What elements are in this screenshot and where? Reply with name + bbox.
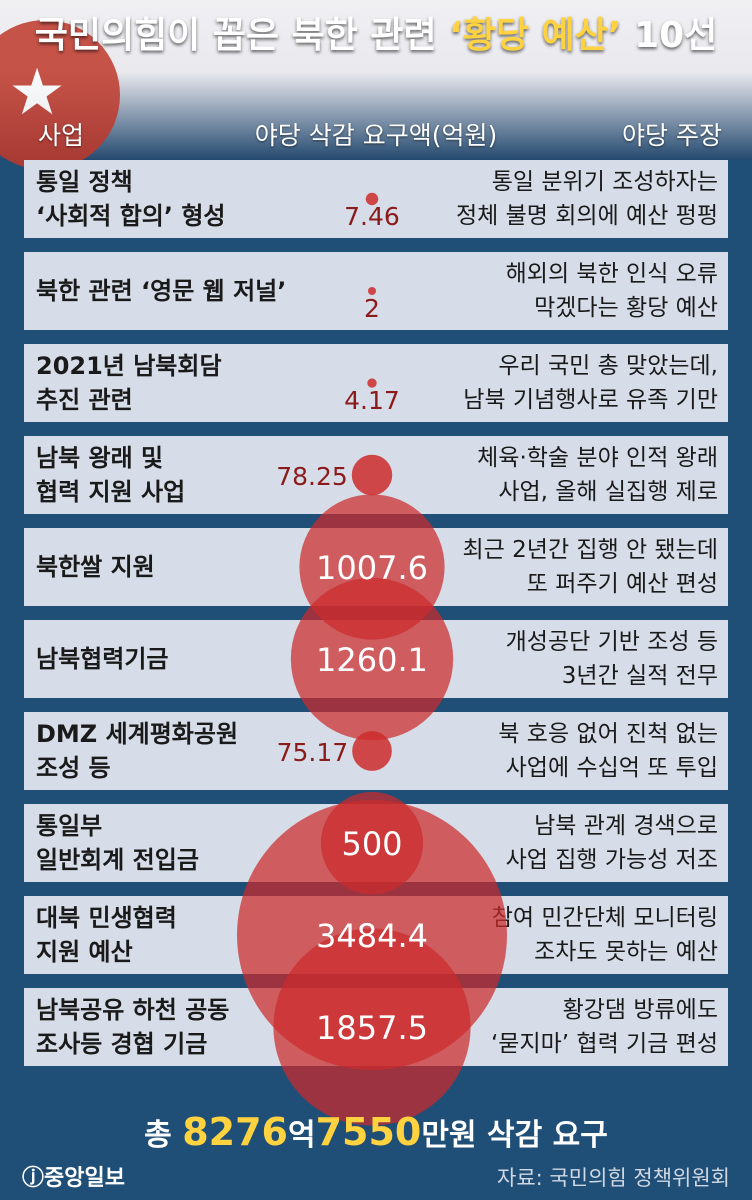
row-claim-text: 참여 민간단체 모니터링 조차도 못하는 예산: [491, 905, 718, 965]
row-claim-text: 황강댐 방류에도 ‘묻지마’ 협력 기금 편성: [491, 997, 718, 1057]
table-row: DMZ 세계평화공원 조성 등 북 호응 없어 진척 없는 사업에 수십억 또 투…: [24, 712, 728, 790]
row-claim-text: 남북 관계 경색으로 사업 집행 가능성 저조: [505, 813, 718, 873]
table-row: 북한쌀 지원 최근 2년간 집행 안 됐는데 또 퍼주기 예산 편성: [24, 528, 728, 606]
total-suffix: 삭감 요구: [476, 1118, 608, 1153]
row-project-name: 2021년 남북회담 추진 관련: [36, 352, 222, 414]
north-korea-flag-emblem: ★: [0, 20, 120, 170]
row-project-name: 북한 관련 ‘영문 웹 저널’: [36, 277, 287, 305]
row-claim-text: 체육·학술 분야 인적 왕래 사업, 올해 실집행 제로: [477, 445, 718, 505]
row-claim-text: 최근 2년간 집행 안 됐는데 또 퍼주기 예산 편성: [462, 537, 718, 597]
column-header-project: 사업: [38, 121, 85, 150]
row-project-name: 남북공유 하천 공동 조사등 경협 기금: [36, 996, 230, 1058]
table-row: 통일부 일반회계 전입금 남북 관계 경색으로 사업 집행 가능성 저조: [24, 804, 728, 882]
column-header-claim: 야당 주장: [622, 121, 722, 150]
table-row: 통일 정책 ‘사회적 합의’ 형성 통일 분위기 조성하자는 정체 불명 회의에 …: [24, 160, 728, 238]
publisher-logo: ⓙ중앙일보: [22, 1166, 125, 1191]
table-row: 2021년 남북회담 추진 관련 우리 국민 총 맞았는데, 남북 기념행사로 유…: [24, 344, 728, 422]
title-suffix: 10선: [621, 15, 718, 56]
total-amount-2: 7550: [315, 1110, 422, 1154]
total-prefix: 총: [144, 1118, 183, 1153]
total-unit-2: 만원: [421, 1118, 477, 1153]
header-band: [0, 0, 752, 160]
row-project-name: 통일 정책 ‘사회적 합의’ 형성: [36, 168, 226, 230]
table-row: 남북협력기금 개성공단 기반 조성 등 3년간 실적 전무: [24, 620, 728, 698]
source-note: 자료: 국민의힘 정책위원회: [497, 1166, 730, 1190]
row-claim-text: 통일 분위기 조성하자는 정체 불명 회의에 예산 펑펑: [455, 169, 718, 229]
row-claim-text: 개성공단 기반 조성 등 3년간 실적 전무: [505, 629, 718, 689]
row-project-name: DMZ 세계평화공원 조성 등: [36, 720, 239, 782]
row-project-name: 대북 민생협력 지원 예산: [36, 904, 177, 966]
table-row: 대북 민생협력 지원 예산 참여 민간단체 모니터링 조차도 못하는 예산: [24, 896, 728, 974]
chart-title: 국민의힘이 꼽은 북한 관련 ‘황당 예산’ 10선: [0, 6, 752, 58]
column-header-amount: 야당 삭감 요구액(억원): [254, 121, 498, 150]
total-unit-1: 억: [287, 1118, 316, 1153]
star-icon: ★: [8, 56, 66, 130]
row-project-name: 북한쌀 지원: [36, 553, 155, 581]
table-row: 남북 왕래 및 협력 지원 사업 체육·학술 분야 인적 왕래 사업, 올해 실집…: [24, 436, 728, 514]
row-project-name: 남북 왕래 및 협력 지원 사업: [36, 444, 186, 506]
table-row: 북한 관련 ‘영문 웹 저널’ 해외의 북한 인식 오류 막겠다는 황당 예산: [24, 252, 728, 330]
row-project-name: 통일부 일반회계 전입금: [36, 812, 199, 874]
table-row: 남북공유 하천 공동 조사등 경협 기금 황강댐 방류에도 ‘묻지마’ 협력 기금…: [24, 988, 728, 1066]
row-claim-text: 북 호응 없어 진척 없는 사업에 수십억 또 투입: [498, 721, 718, 781]
total-amount-1: 8276: [182, 1110, 288, 1154]
row-claim-text: 우리 국민 총 맞았는데, 남북 기념행사로 유족 기만: [463, 353, 718, 413]
title-highlight: ‘황당 예산’: [449, 15, 622, 56]
total-line: 총 8276억7550만원 삭감 요구: [0, 1110, 752, 1154]
row-project-name: 남북협력기금: [36, 645, 169, 673]
row-claim-text: 해외의 북한 인식 오류 막겠다는 황당 예산: [505, 261, 718, 321]
title-text: 국민의힘이 꼽은 북한 관련: [34, 15, 450, 56]
